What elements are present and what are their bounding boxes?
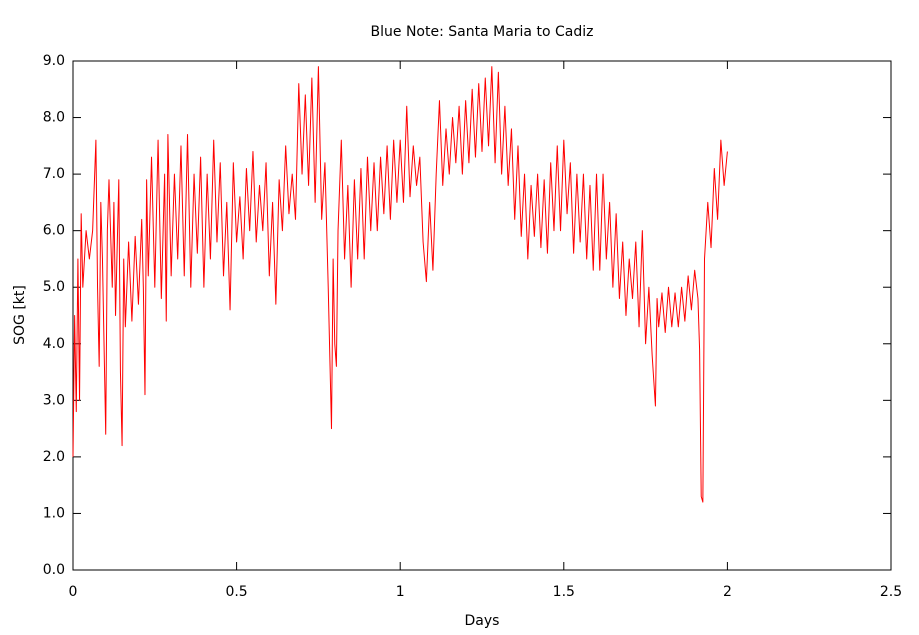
y-tick-label: 7.0	[43, 166, 65, 182]
y-tick-label: 1.0	[43, 505, 65, 521]
x-tick-label: 1	[396, 584, 405, 600]
y-tick-label: 5.0	[43, 279, 65, 295]
y-tick-label: 4.0	[43, 336, 65, 352]
y-tick-label: 6.0	[43, 223, 65, 239]
plot-frame	[72, 60, 892, 571]
data-line	[72, 66, 728, 503]
y-tick-label: 2.0	[43, 449, 65, 465]
x-tick-label: 2	[723, 584, 732, 600]
x-tick-label: 1.5	[553, 584, 575, 600]
x-tick-label: 0	[69, 584, 78, 600]
y-axis-label: SOG [kt]	[12, 285, 28, 345]
y-tick-label: 3.0	[43, 392, 65, 408]
y-tick-label: 8.0	[43, 110, 65, 126]
x-axis-label: Days	[465, 613, 500, 629]
x-tick-label: 2.5	[880, 584, 902, 600]
y-tick-label: 9.0	[43, 53, 65, 69]
y-tick-label: 0.0	[43, 562, 65, 578]
x-tick-label: 0.5	[225, 584, 247, 600]
chart-title: Blue Note: Santa Maria to Cadiz	[371, 24, 594, 40]
